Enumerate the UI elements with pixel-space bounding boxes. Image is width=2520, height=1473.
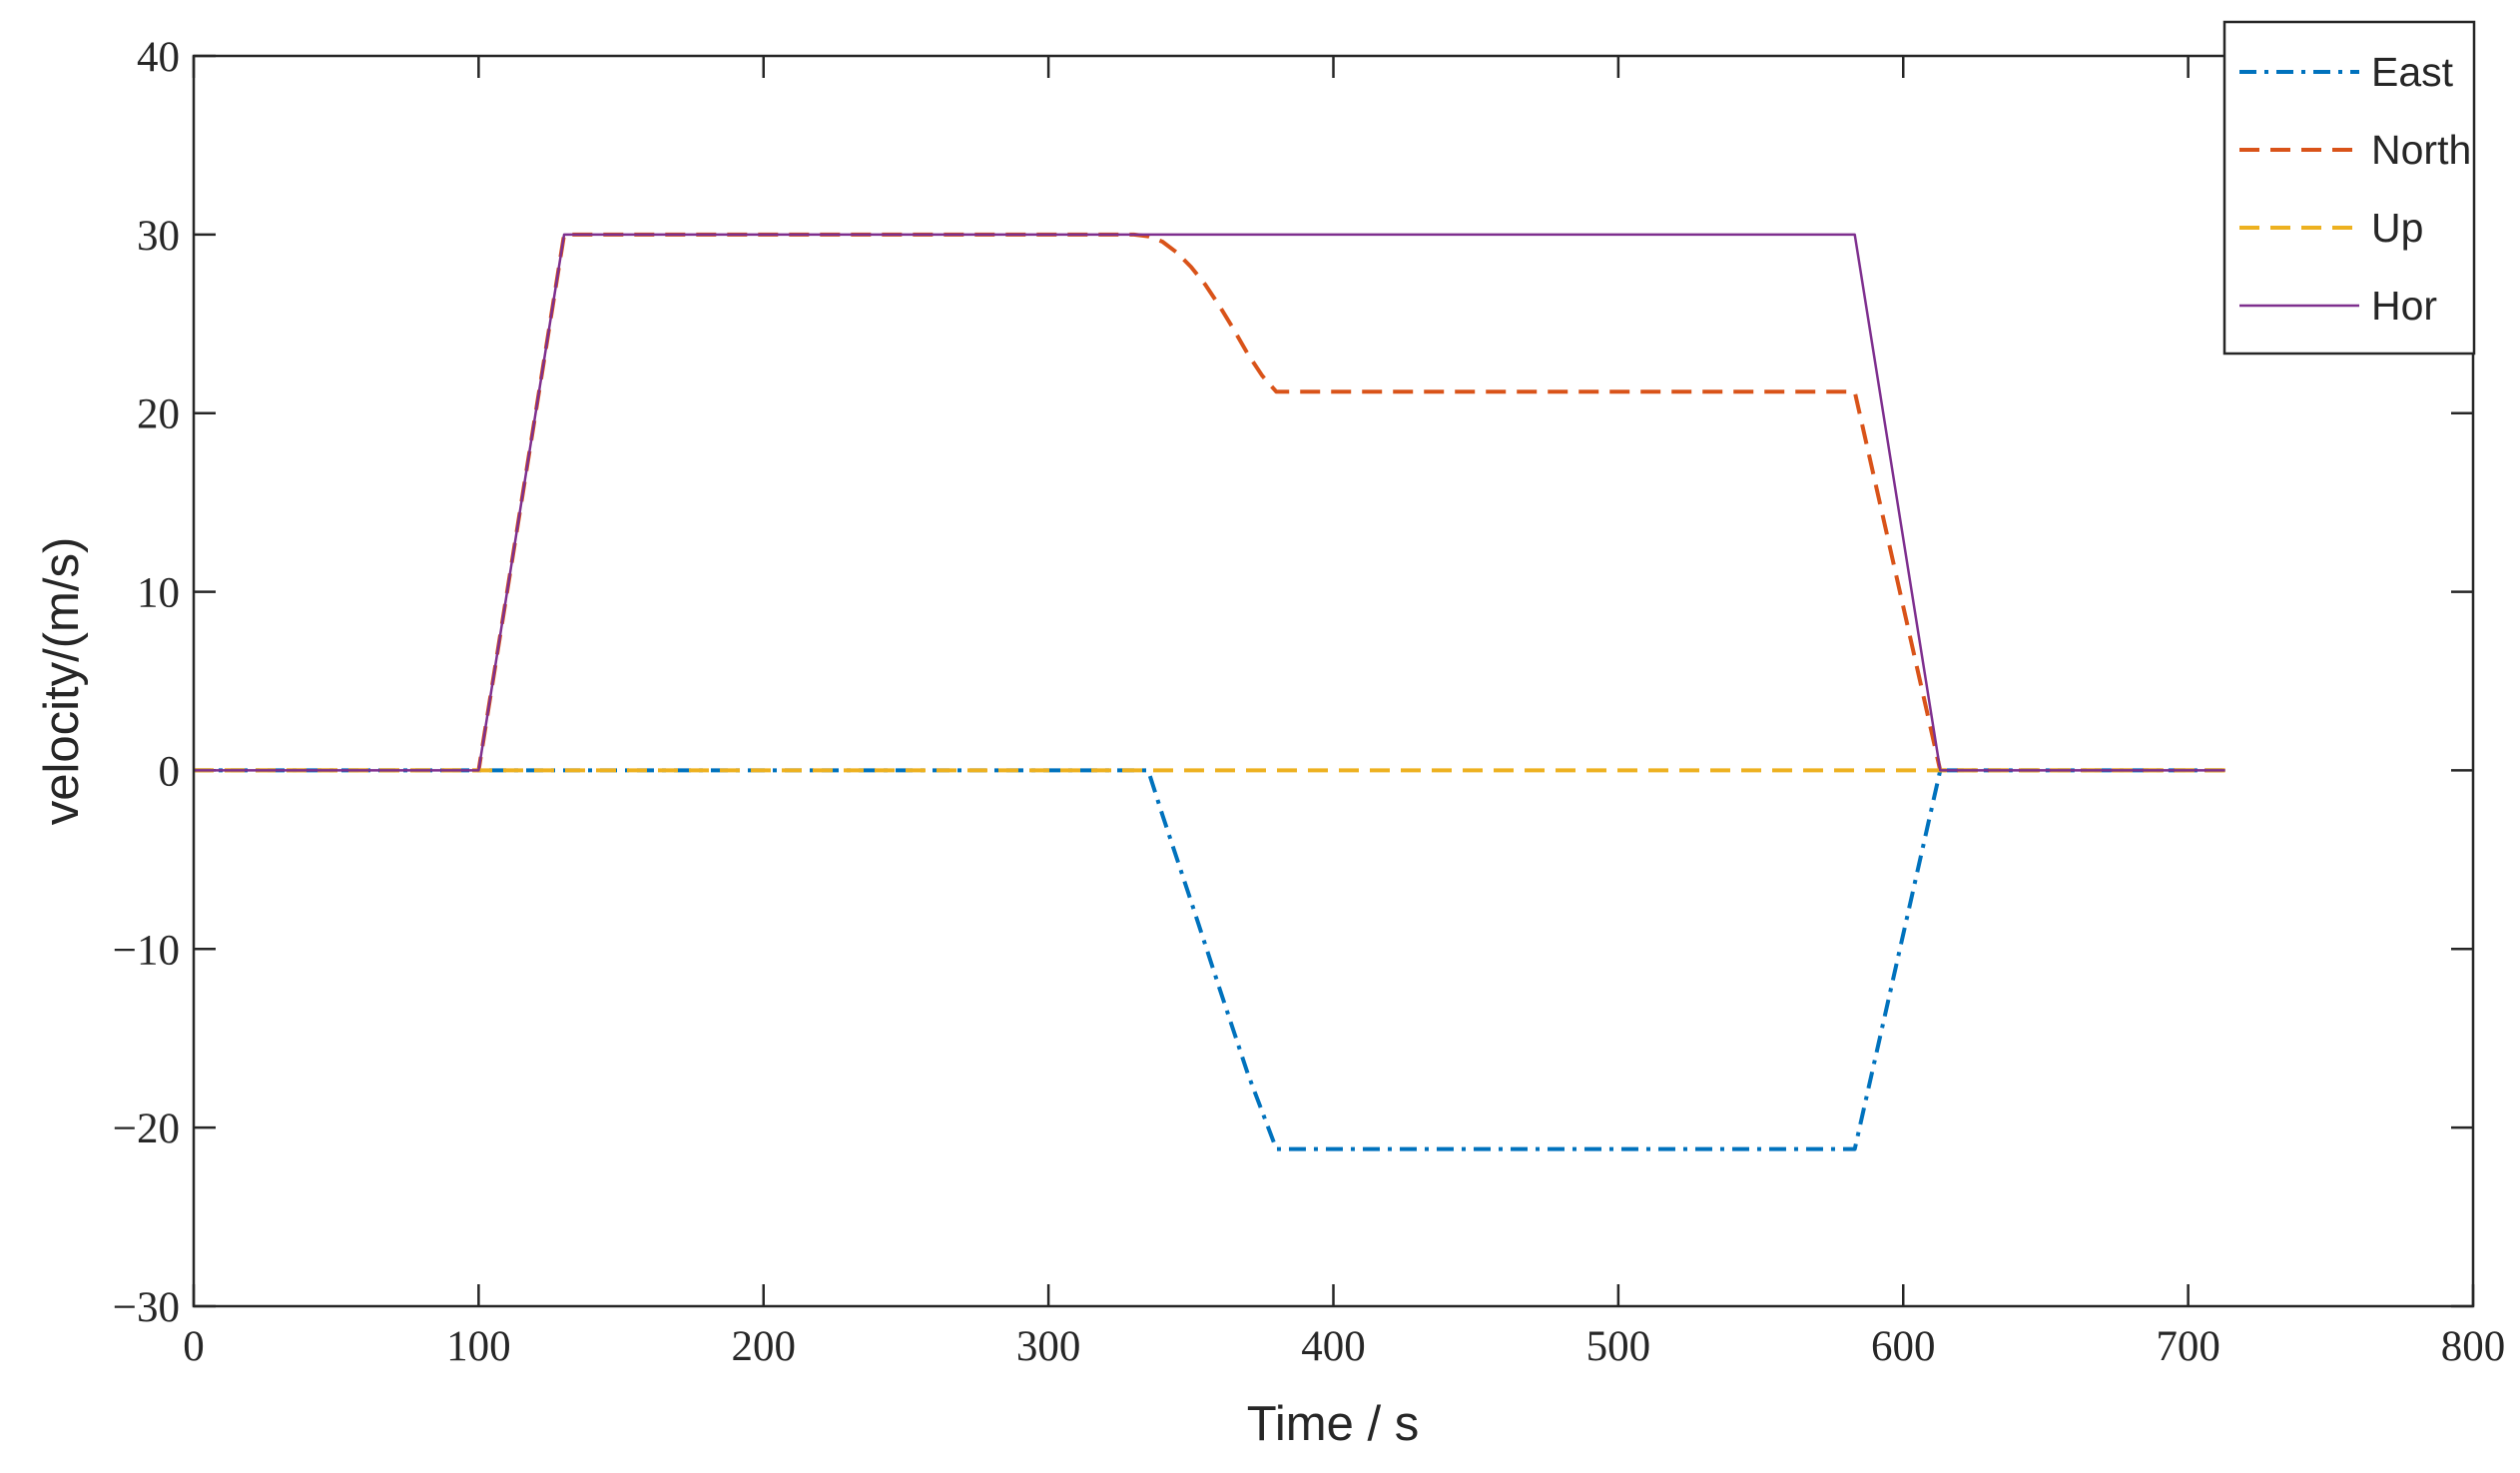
series-lines bbox=[194, 232, 2225, 1151]
x-tick-label: 300 bbox=[1016, 1323, 1081, 1370]
y-axis-title: velocity/(m/s) bbox=[35, 537, 89, 826]
legend: East North Up Hor bbox=[2222, 20, 2476, 356]
legend-label-up: Up bbox=[2371, 205, 2423, 251]
x-tick-label: 800 bbox=[2441, 1323, 2506, 1370]
x-axis-title: Time / s bbox=[1247, 1397, 1419, 1451]
plot-area-background bbox=[194, 56, 2473, 1306]
x-tick-label: 700 bbox=[2156, 1323, 2220, 1370]
y-tick-label: −30 bbox=[113, 1284, 180, 1331]
legend-label-hor: Hor bbox=[2371, 283, 2437, 329]
legend-box bbox=[2222, 20, 2476, 356]
series-line-east bbox=[194, 768, 2225, 1151]
x-tick-label: 400 bbox=[1301, 1323, 1366, 1370]
y-tick-label: −10 bbox=[113, 927, 180, 974]
x-tick-labels: 0 100 200 300 400 500 600 700 800 bbox=[183, 1323, 2505, 1370]
y-tick-label: 20 bbox=[137, 391, 180, 438]
y-tick-label: 30 bbox=[137, 213, 180, 260]
y-tick-label: −20 bbox=[113, 1105, 180, 1152]
y-tick-label: 0 bbox=[159, 748, 181, 795]
x-tick-label: 0 bbox=[183, 1323, 205, 1370]
x-tick-label: 200 bbox=[732, 1323, 797, 1370]
plot-area-frame bbox=[192, 54, 2475, 1308]
x-tick-label: 100 bbox=[446, 1323, 511, 1370]
y-tick-label: 10 bbox=[137, 570, 180, 617]
legend-label-north: North bbox=[2371, 127, 2471, 173]
y-tick-labels: −30 −20 −10 0 10 20 30 40 bbox=[113, 34, 180, 1331]
legend-label-east: East bbox=[2371, 49, 2454, 95]
x-tick-label: 500 bbox=[1586, 1323, 1651, 1370]
y-tick-label: 40 bbox=[137, 34, 180, 81]
x-tick-label: 600 bbox=[1871, 1323, 1936, 1370]
series-line-hor bbox=[194, 233, 2225, 772]
